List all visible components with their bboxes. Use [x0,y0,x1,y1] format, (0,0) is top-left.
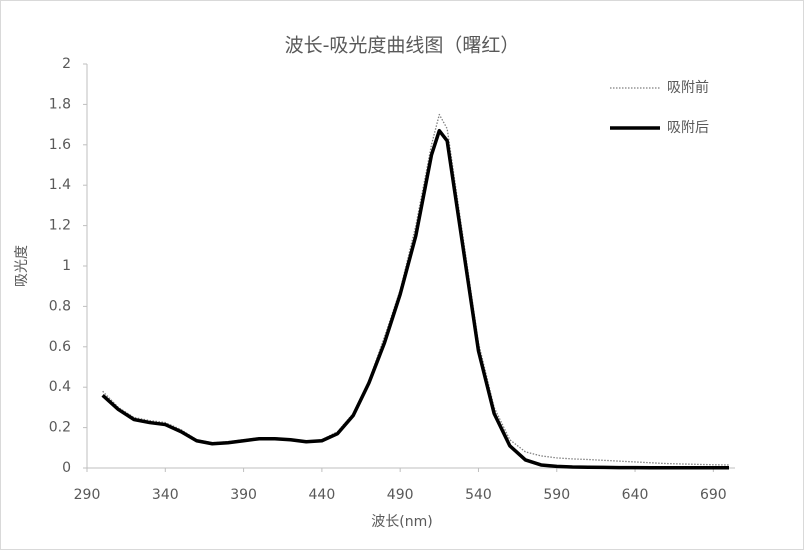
y-tick-label: 2 [62,56,71,72]
y-axis-label: 吸光度 [14,245,30,287]
y-tick-label: 1.6 [49,137,71,153]
y-tick-label: 0.2 [49,420,71,436]
y-tick-label: 1 [62,258,71,274]
y-tick-label: 1.4 [49,177,71,193]
y-tick-label: 1.8 [49,96,71,112]
legend-label: 吸附前 [667,79,709,96]
x-tick-label: 590 [543,487,570,503]
x-tick-label: 640 [622,487,649,503]
y-tick-label: 0 [62,460,71,476]
y-tick-label: 0.8 [49,298,71,314]
x-tick-label: 540 [465,487,492,503]
chart-title: 波长-吸光度曲线图（曙红） [285,35,520,57]
legend-label: 吸附后 [667,120,709,136]
y-tick-label: 1.2 [49,218,71,234]
y-tick-label: 0.6 [49,339,71,355]
x-tick-label: 390 [230,487,257,503]
y-tick-label: 0.4 [49,379,71,395]
x-tick-label: 490 [387,487,414,503]
x-tick-label: 340 [152,487,179,503]
x-tick-label: 290 [74,487,101,503]
x-tick-label: 440 [309,487,336,503]
x-axis-label: 波长(nm) [371,514,432,530]
x-tick-label: 690 [700,487,727,503]
chart: 波长-吸光度曲线图（曙红） 波长(nm) 吸光度 0 0.2 0.4 0.6 0.8 1 1… [0,0,804,550]
